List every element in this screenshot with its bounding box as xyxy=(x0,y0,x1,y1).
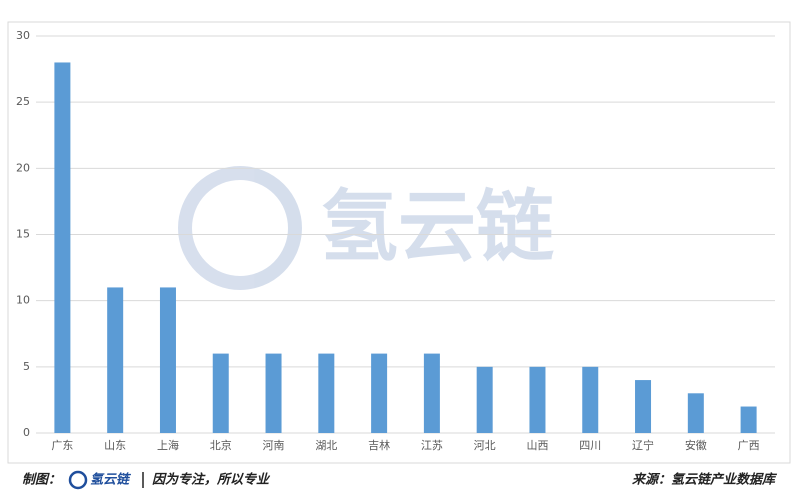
x-tick-label: 上海 xyxy=(157,438,179,452)
x-tick-label: 安徽 xyxy=(685,438,707,452)
y-tick-label: 15 xyxy=(16,228,30,241)
x-tick-label: 辽宁 xyxy=(632,438,654,452)
bar xyxy=(371,353,388,433)
bar xyxy=(318,353,335,433)
bar xyxy=(687,393,704,433)
x-tick-label: 广西 xyxy=(738,439,760,452)
x-tick-label: 江苏 xyxy=(421,439,443,452)
credit-label: 制图： xyxy=(22,472,61,488)
y-tick-label: 0 xyxy=(23,426,30,439)
watermark: 氢云链 xyxy=(178,166,554,290)
x-tick-label: 山西 xyxy=(526,439,548,452)
bar xyxy=(423,353,440,433)
bar xyxy=(635,380,652,433)
bar xyxy=(582,366,599,433)
plot: 0 5 10 15 20 25 30 广东 山东 上海 北京 河南 湖北 吉林 江苏 河北 山西 四川 辽宁 安徽 广西 xyxy=(16,29,775,452)
y-tick-label: 25 xyxy=(16,95,30,108)
y-tick-label: 20 xyxy=(16,161,30,174)
x-tick-label: 河北 xyxy=(474,439,496,452)
x-tick-label: 四川 xyxy=(579,439,601,452)
bar xyxy=(529,366,546,433)
x-tick-label: 吉林 xyxy=(368,438,390,452)
brand-logo xyxy=(68,470,88,490)
slogan: 因为专注，所以专业 xyxy=(152,472,271,488)
source: 来源：氢云链产业数据库 xyxy=(632,472,778,488)
watermark-text: 氢云链 xyxy=(320,182,554,272)
bar xyxy=(265,353,282,433)
bar xyxy=(54,62,71,433)
x-tick-label: 山东 xyxy=(104,439,126,452)
x-tick-label: 北京 xyxy=(210,438,232,452)
brand: 氢云链 xyxy=(90,472,132,488)
x-tick-label: 河南 xyxy=(263,439,285,452)
x-tick-label: 广东 xyxy=(51,439,73,452)
x-tick-label: 湖北 xyxy=(315,439,337,452)
bar xyxy=(740,406,757,433)
chart-frame xyxy=(7,21,791,464)
bar xyxy=(107,287,124,433)
watermark-logo xyxy=(178,166,302,290)
bar xyxy=(212,353,229,433)
y-tick-label: 10 xyxy=(16,294,30,307)
y-tick-label: 30 xyxy=(16,29,30,42)
y-tick-label: 5 xyxy=(23,360,30,373)
bar xyxy=(476,366,493,433)
bar xyxy=(159,287,176,433)
